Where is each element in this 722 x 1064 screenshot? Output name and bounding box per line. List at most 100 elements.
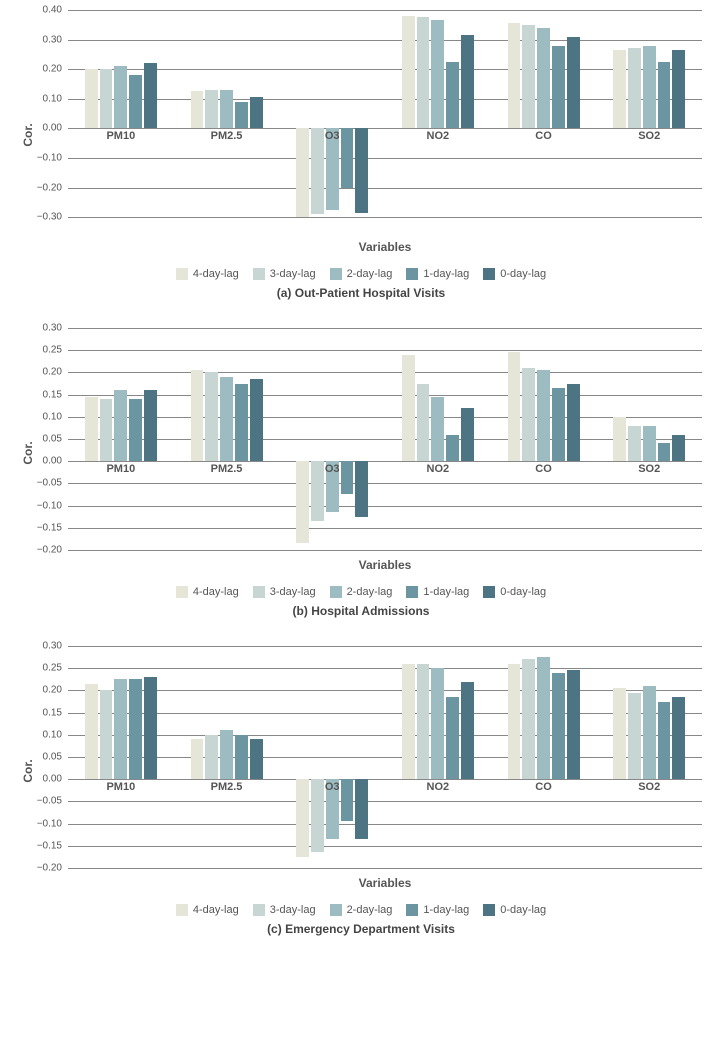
legend-item: 2-day-lag: [330, 268, 393, 280]
bar: [522, 25, 535, 129]
bar: [552, 388, 565, 461]
legend-label: 0-day-lag: [500, 268, 546, 280]
x-category-label: CO: [491, 463, 597, 475]
legend-swatch: [483, 586, 495, 598]
bar: [85, 69, 98, 128]
panel-caption: (a) Out-Patient Hospital Visits: [20, 286, 702, 300]
legend-label: 1-day-lag: [423, 904, 469, 916]
bar: [672, 697, 685, 779]
y-tick-label: −0.05: [37, 478, 68, 489]
y-tick-label: 0.30: [43, 323, 68, 334]
x-category-label: NO2: [385, 130, 491, 142]
bar: [461, 35, 474, 128]
bar: [613, 50, 626, 128]
bar: [100, 690, 113, 779]
bar-group: [279, 646, 385, 868]
x-category-label: PM10: [68, 463, 174, 475]
bar: [85, 684, 98, 779]
legend-swatch: [330, 586, 342, 598]
bar-group: [279, 10, 385, 232]
y-tick-label: −0.15: [37, 522, 68, 533]
bar: [114, 679, 127, 779]
legend-label: 1-day-lag: [423, 586, 469, 598]
bar: [85, 397, 98, 461]
y-axis-title: Cor.: [21, 441, 35, 464]
legend-item: 0-day-lag: [483, 586, 546, 598]
legend-swatch: [253, 586, 265, 598]
bar: [220, 377, 233, 461]
chart-panel-a: Cor.−0.30−0.20−0.100.000.100.200.300.40P…: [20, 10, 702, 300]
bar: [250, 379, 263, 461]
bar: [537, 370, 550, 461]
bar: [461, 682, 474, 780]
bar: [402, 355, 415, 462]
bar: [114, 390, 127, 461]
legend-swatch: [330, 268, 342, 280]
bar: [446, 697, 459, 779]
bar: [205, 90, 218, 128]
y-tick-label: 0.30: [43, 34, 68, 45]
y-tick-label: −0.20: [37, 863, 68, 874]
bar: [522, 368, 535, 461]
legend-item: 4-day-lag: [176, 904, 239, 916]
chart-panel-b: Cor.−0.20−0.15−0.10−0.050.000.050.100.15…: [20, 328, 702, 618]
x-category-label: O3: [279, 781, 385, 793]
bar: [567, 670, 580, 779]
legend-swatch: [483, 904, 495, 916]
legend-swatch: [253, 904, 265, 916]
bar: [658, 702, 671, 780]
bar: [431, 20, 444, 128]
legend-swatch: [253, 268, 265, 280]
legend-label: 1-day-lag: [423, 268, 469, 280]
x-category-label: PM2.5: [174, 463, 280, 475]
grid-line: [68, 868, 702, 869]
plot-area: −0.20−0.15−0.10−0.050.000.050.100.150.20…: [68, 646, 702, 868]
x-axis-title: Variables: [68, 558, 702, 572]
legend-item: 0-day-lag: [483, 268, 546, 280]
legend-item: 4-day-lag: [176, 586, 239, 598]
bar-group: [279, 328, 385, 550]
legend-label: 4-day-lag: [193, 904, 239, 916]
x-category-label: NO2: [385, 463, 491, 475]
y-tick-label: 0.05: [43, 434, 68, 445]
bar: [205, 372, 218, 461]
legend-label: 3-day-lag: [270, 268, 316, 280]
bar: [402, 664, 415, 779]
bar: [220, 90, 233, 128]
legend: 4-day-lag 3-day-lag 2-day-lag 1-day-lag 0-da…: [20, 268, 702, 280]
bar: [191, 370, 204, 461]
legend-label: 4-day-lag: [193, 268, 239, 280]
bar: [144, 63, 157, 128]
bar-group: [491, 328, 597, 550]
bar-group: [385, 10, 491, 232]
legend-label: 3-day-lag: [270, 904, 316, 916]
legend-item: 3-day-lag: [253, 268, 316, 280]
y-tick-label: 0.20: [43, 367, 68, 378]
y-tick-label: 0.40: [43, 5, 68, 16]
bar: [658, 443, 671, 461]
bar-group: [68, 328, 174, 550]
x-category-label: PM10: [68, 130, 174, 142]
bar-group: [174, 10, 280, 232]
y-tick-label: 0.10: [43, 411, 68, 422]
legend-label: 3-day-lag: [270, 586, 316, 598]
bar: [235, 735, 248, 779]
bar: [220, 730, 233, 779]
bar: [402, 16, 415, 128]
legend-label: 0-day-lag: [500, 586, 546, 598]
y-tick-label: 0.30: [43, 641, 68, 652]
bar: [567, 37, 580, 129]
y-tick-label: 0.00: [43, 456, 68, 467]
bar: [643, 686, 656, 779]
legend: 4-day-lag3-day-lag2-day-lag1-day-lag0-da…: [20, 586, 702, 598]
bar: [417, 664, 430, 779]
legend-swatch: [176, 586, 188, 598]
bar: [672, 50, 685, 128]
bar: [537, 657, 550, 779]
legend-swatch: [406, 586, 418, 598]
bar: [235, 102, 248, 129]
y-tick-label: 0.00: [43, 774, 68, 785]
bar: [446, 435, 459, 462]
x-category-label: O3: [279, 463, 385, 475]
x-category-label: SO2: [596, 463, 702, 475]
